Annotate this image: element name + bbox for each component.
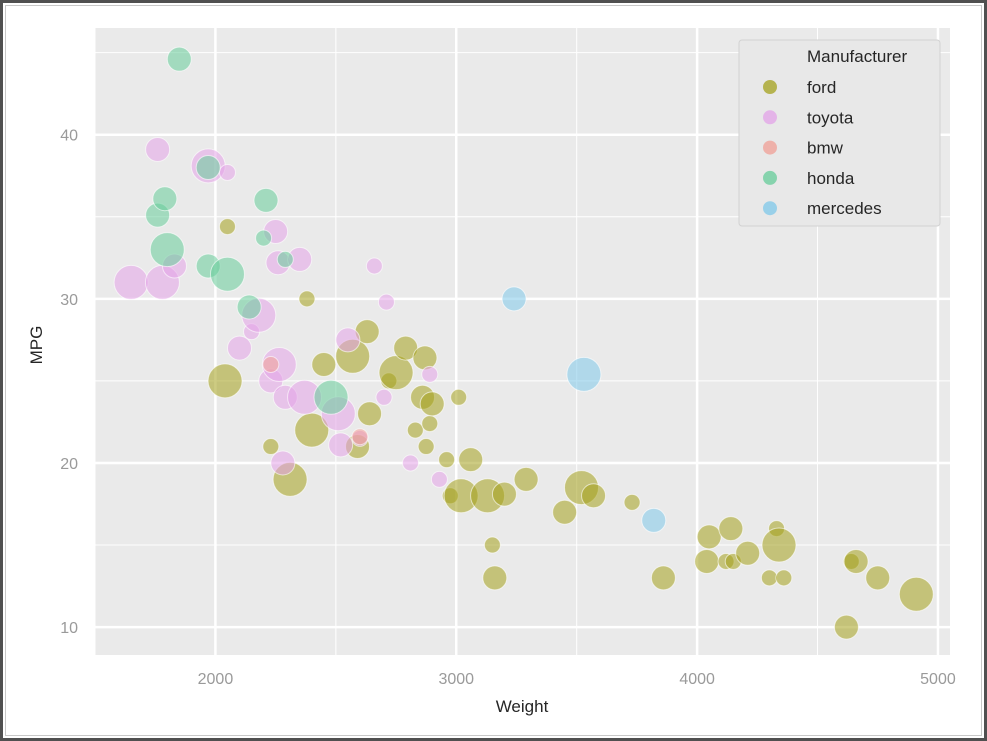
point-ford — [761, 527, 797, 563]
legend-label-toyota: toyota — [807, 108, 854, 127]
point-mercedes — [566, 356, 602, 392]
chart-frame-inner — [5, 5, 982, 736]
point-ford — [298, 290, 316, 308]
point-honda — [253, 187, 279, 213]
point-honda — [166, 46, 192, 72]
point-mercedes — [501, 286, 527, 312]
legend-label-honda: honda — [807, 169, 855, 188]
y-tick-label: 30 — [60, 292, 78, 309]
x-axis-label: Weight — [496, 697, 549, 716]
point-toyota — [365, 257, 383, 275]
point-ford — [735, 540, 761, 566]
point-toyota — [227, 335, 253, 361]
legend-label-bmw: bmw — [807, 139, 844, 158]
point-toyota — [375, 388, 393, 406]
legend-marker-ford — [763, 80, 777, 94]
point-ford — [581, 483, 607, 509]
point-ford — [696, 524, 722, 550]
point-ford — [406, 421, 424, 439]
point-ford — [218, 218, 236, 236]
legend-label-ford: ford — [807, 78, 836, 97]
point-honda — [152, 186, 178, 212]
legend-box — [738, 39, 941, 227]
point-honda — [236, 294, 262, 320]
point-ford — [898, 576, 934, 612]
x-tick-label: 4000 — [679, 671, 715, 688]
point-ford — [419, 391, 445, 417]
point-ford — [458, 447, 484, 473]
point-ford — [421, 415, 439, 433]
point-ford — [417, 438, 435, 456]
point-toyota — [377, 293, 395, 311]
y-tick-label: 10 — [60, 620, 78, 637]
legend-marker-bmw — [763, 140, 777, 155]
point-toyota — [145, 136, 171, 162]
x-tick-label: 5000 — [920, 671, 956, 688]
legend-label-mercedes: mercedes — [807, 199, 882, 218]
tick-labels: 2000 3000 4000 5000 10 20 30 40 — [60, 128, 956, 688]
y-tick-label: 40 — [60, 128, 78, 145]
point-honda — [209, 256, 245, 292]
legend-title: Manufacturer — [807, 47, 907, 66]
point-toyota — [421, 365, 439, 383]
point-ford — [775, 569, 793, 587]
point-ford — [483, 536, 501, 554]
point-toyota — [270, 450, 296, 476]
point-ford — [482, 565, 508, 591]
point-ford — [865, 565, 891, 591]
point-bmw — [262, 355, 280, 373]
point-toyota — [335, 327, 361, 353]
point-ford — [207, 363, 243, 399]
point-ford — [552, 499, 578, 525]
point-ford — [833, 614, 859, 640]
point-honda — [195, 155, 221, 181]
point-ford — [412, 345, 438, 371]
point-ford — [311, 351, 337, 377]
y-tick-label: 20 — [60, 456, 78, 473]
x-tick-label: 3000 — [438, 671, 474, 688]
point-honda — [149, 232, 185, 268]
x-tick-label: 2000 — [198, 671, 234, 688]
point-mercedes — [641, 507, 667, 533]
point-ford — [357, 401, 383, 427]
legend-marker-mercedes — [763, 201, 777, 216]
y-axis-label: MPG — [27, 326, 46, 365]
point-toyota — [218, 163, 236, 181]
point-ford — [623, 493, 641, 511]
point-ford — [694, 548, 720, 574]
point-toyota — [430, 470, 448, 488]
legend-marker-toyota — [763, 110, 777, 125]
point-toyota — [328, 432, 354, 458]
point-ford — [843, 548, 869, 574]
point-ford — [760, 569, 778, 587]
point-honda — [313, 379, 349, 415]
point-ford — [438, 451, 456, 469]
point-toyota — [113, 264, 149, 300]
point-ford — [491, 481, 517, 507]
point-bmw — [351, 428, 369, 446]
point-ford — [718, 516, 744, 542]
point-ford — [513, 466, 539, 492]
legend-marker-honda — [763, 170, 777, 185]
legend: Manufacturer ford toyota bmw honda mercedes — [738, 39, 941, 227]
point-ford — [650, 565, 676, 591]
point-ford — [262, 438, 280, 456]
data-points — [113, 46, 934, 640]
point-honda — [255, 229, 273, 247]
point-ford — [450, 388, 468, 406]
point-honda — [276, 250, 294, 268]
point-toyota — [402, 454, 420, 472]
point-ford — [378, 355, 414, 391]
